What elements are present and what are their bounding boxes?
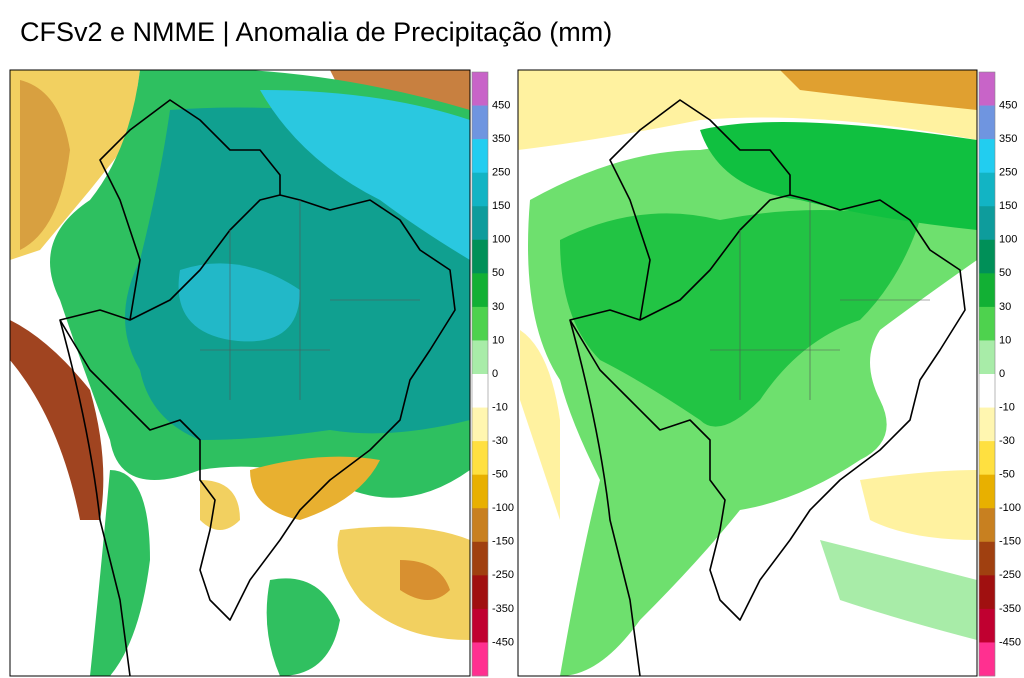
colorbar-swatch — [472, 72, 488, 106]
colorbar-swatch — [979, 642, 995, 677]
colorbar-swatch — [979, 72, 995, 106]
colorbar-label: -350 — [492, 603, 514, 615]
colorbar-swatch — [472, 575, 488, 610]
colorbar-swatch — [472, 608, 488, 643]
colorbar-label: 150 — [999, 200, 1017, 212]
colorbar-label: 450 — [999, 99, 1017, 111]
colorbar-label: -250 — [492, 569, 514, 581]
colorbar-swatch — [472, 474, 488, 509]
colorbar-swatch — [979, 441, 995, 475]
colorbar-label: 10 — [492, 334, 504, 346]
colorbar-swatch — [979, 306, 995, 341]
colorbar-label: -50 — [999, 469, 1015, 481]
colorbar-swatch — [472, 306, 488, 341]
colorbar-label: 250 — [492, 167, 510, 179]
colorbar-label: -250 — [999, 569, 1021, 581]
colorbar-label: 0 — [492, 368, 498, 380]
colorbar-label: -10 — [999, 401, 1015, 413]
colorbar-label: 0 — [999, 368, 1005, 380]
colorbar-label: 350 — [999, 133, 1017, 145]
colorbar-label: 250 — [999, 167, 1017, 179]
colorbar-label: -100 — [492, 502, 514, 514]
colorbar-label: 30 — [999, 301, 1011, 313]
colorbar-label: -30 — [492, 435, 508, 447]
colorbar-label: 50 — [999, 267, 1011, 279]
colorbar-swatch — [979, 374, 995, 408]
colorbar-swatch — [979, 273, 995, 308]
colorbar-label: -10 — [492, 401, 508, 413]
colorbar-swatch — [979, 474, 995, 509]
colorbar-label: 50 — [492, 267, 504, 279]
colorbar-swatch — [979, 575, 995, 610]
colorbar-swatch — [472, 340, 488, 375]
colorbar-swatch — [979, 340, 995, 375]
colorbar-swatch — [472, 239, 488, 274]
map-cfsv2 — [9, 69, 471, 677]
colorbar-frame — [978, 71, 996, 677]
colorbar-swatch — [979, 239, 995, 274]
colorbar-swatch — [472, 642, 488, 677]
colorbar-swatch — [472, 508, 488, 543]
colorbar-swatch — [472, 541, 488, 576]
colorbar-label: 10 — [999, 334, 1011, 346]
colorbar-label: -350 — [999, 603, 1021, 615]
colorbar-label: 100 — [999, 234, 1017, 246]
colorbar-label: -50 — [492, 469, 508, 481]
title: CFSv2 e NMME | Anomalia de Precipitação … — [20, 17, 612, 47]
colorbar-swatch — [472, 407, 488, 442]
colorbar-swatch — [979, 608, 995, 643]
colorbar-label: 30 — [492, 301, 504, 313]
colorbar-swatch — [472, 206, 488, 241]
colorbar-label: -150 — [999, 536, 1021, 548]
colorbar-swatch — [979, 541, 995, 576]
colorbar-swatch — [472, 105, 488, 140]
colorbar-label: -100 — [999, 502, 1021, 514]
colorbar-swatch — [979, 139, 995, 173]
colorbar-label: 150 — [492, 200, 510, 212]
colorbar-frame — [471, 71, 489, 677]
colorbar-label: 450 — [492, 99, 510, 111]
colorbar-swatch — [472, 441, 488, 475]
map-nmme — [517, 69, 978, 677]
colorbar-swatch — [979, 407, 995, 442]
colorbar-swatch — [472, 139, 488, 173]
colorbar-swatch — [979, 105, 995, 140]
colorbar-label: -30 — [999, 435, 1015, 447]
colorbar-label: -450 — [999, 636, 1021, 648]
colorbar-swatch — [979, 508, 995, 543]
colorbar-swatch — [472, 374, 488, 408]
colorbar-label: -450 — [492, 636, 514, 648]
colorbar-swatch — [979, 206, 995, 241]
colorbar-swatch — [979, 172, 995, 207]
colorbar-label: -150 — [492, 536, 514, 548]
colorbar-swatch — [472, 172, 488, 207]
colorbar-label: 350 — [492, 133, 510, 145]
colorbar-label: 100 — [492, 234, 510, 246]
colorbar-swatch — [472, 273, 488, 308]
